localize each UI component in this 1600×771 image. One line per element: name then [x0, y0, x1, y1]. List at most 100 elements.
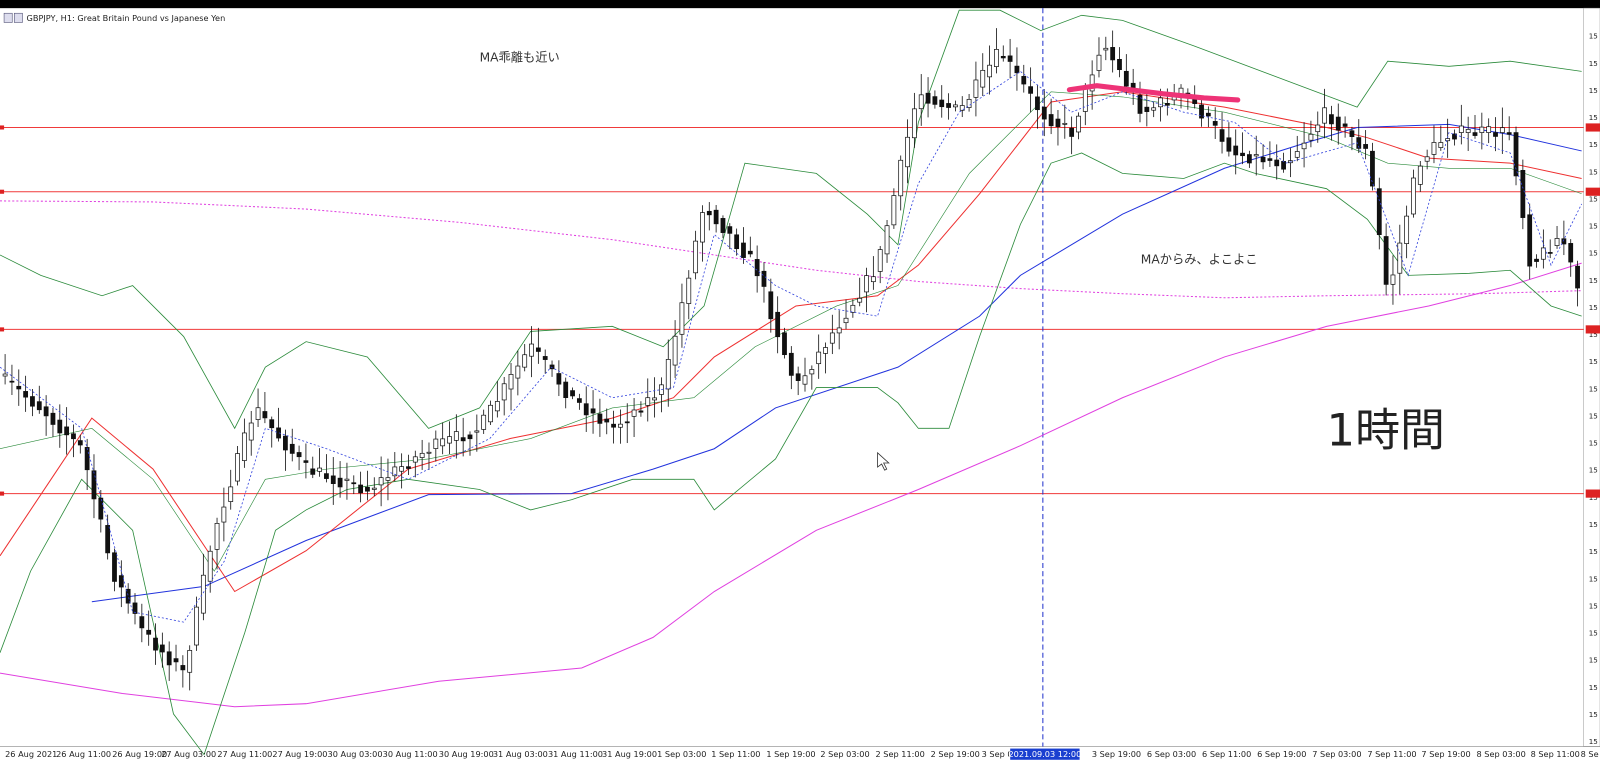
candle-body — [522, 354, 528, 368]
band-upper — [0, 9, 1582, 430]
candle-body — [1103, 47, 1109, 51]
time-label: 1 Sep 03:00 — [657, 749, 706, 759]
price-label: 15 — [1589, 629, 1598, 638]
candle-body — [1158, 97, 1163, 108]
candle-body — [529, 343, 534, 357]
candle-body — [706, 210, 712, 216]
candle-body — [652, 397, 657, 401]
candle-body — [351, 482, 357, 485]
candle-body — [221, 506, 227, 523]
band-lower — [0, 152, 1582, 756]
candle-body — [884, 225, 890, 255]
ma-long — [0, 262, 1582, 708]
candle-body — [2, 373, 8, 377]
candle-body — [200, 574, 206, 614]
candle-body — [898, 159, 904, 197]
candle-body — [276, 427, 281, 439]
candle-body — [228, 486, 234, 502]
level-marker — [0, 491, 5, 496]
candle-body — [262, 411, 268, 419]
candle-body — [1151, 107, 1157, 111]
candle-body — [802, 375, 808, 385]
candle-body — [843, 317, 849, 324]
candle-body — [645, 397, 651, 406]
candle-body — [255, 407, 261, 420]
price-label: 15 — [1589, 222, 1598, 231]
candle-body — [700, 212, 705, 243]
candle-body — [877, 249, 883, 272]
candle-body — [426, 451, 432, 454]
cursor-time-box — [1010, 748, 1080, 760]
candle-body — [953, 104, 958, 108]
candle-body — [166, 651, 172, 666]
handwritten-note: 1時間 — [1327, 403, 1445, 456]
time-label: 8 Se — [1581, 749, 1599, 759]
time-label: 30 Aug 03:00 — [328, 749, 383, 759]
candle-body — [1472, 132, 1478, 136]
candle-body — [1028, 86, 1034, 94]
candle-body — [1096, 54, 1102, 71]
price-label: 15 — [1589, 86, 1598, 95]
candle-body — [686, 277, 692, 304]
price-label: 15 — [1589, 683, 1598, 692]
level-marker — [0, 327, 5, 332]
candle-body — [187, 650, 193, 673]
candle-body — [576, 398, 582, 403]
candle-body — [9, 380, 15, 383]
candle-body — [289, 443, 295, 454]
candle-body — [672, 335, 678, 366]
candle-body — [994, 49, 999, 67]
candle-body — [1260, 156, 1266, 163]
candle-body — [1226, 137, 1232, 152]
candle-body — [481, 414, 487, 430]
candle-body — [1445, 138, 1451, 142]
candle-body — [50, 412, 56, 425]
candle-body — [795, 373, 801, 381]
candle-body — [84, 447, 90, 471]
time-label: 27 Aug 03:00 — [161, 749, 216, 759]
candle-body — [782, 332, 787, 356]
candle-body — [1322, 107, 1327, 124]
candle-body — [317, 467, 322, 472]
window-icon[interactable] — [13, 12, 23, 23]
candle-body — [570, 390, 575, 397]
candle-body — [679, 302, 685, 335]
candle-body — [1267, 158, 1273, 161]
candle-body — [508, 374, 514, 390]
candle-body — [1233, 145, 1239, 156]
candle-body — [303, 460, 309, 463]
time-label: 27 Aug 11:00 — [217, 749, 272, 759]
candle-body — [1062, 122, 1068, 125]
level-marker — [0, 189, 5, 194]
window-icon[interactable] — [3, 12, 13, 23]
candle-body — [775, 311, 781, 338]
candles — [2, 28, 1580, 691]
candle-body — [542, 356, 548, 360]
candle-body — [535, 347, 541, 352]
candle-body — [665, 359, 671, 390]
candle-body — [248, 422, 254, 441]
candle-body — [939, 99, 945, 108]
candle-body — [214, 523, 220, 550]
candle-body — [207, 550, 213, 582]
candle-body — [925, 92, 931, 104]
price-label: 15 — [1589, 520, 1598, 529]
candle-body — [1110, 47, 1116, 61]
candle-body — [741, 242, 746, 258]
candle-body — [105, 525, 111, 554]
candle-body — [727, 226, 733, 234]
cursor-time: 2021.09.03 12:00 — [1008, 749, 1081, 759]
candle-body — [153, 637, 158, 651]
candle-body — [16, 385, 22, 390]
candle-body — [987, 64, 992, 78]
candle-body — [1363, 144, 1369, 149]
candle-body — [1035, 96, 1040, 111]
candle-body — [1089, 74, 1095, 92]
candle-body — [870, 276, 876, 283]
time-label: 8 Sep 03:00 — [1477, 749, 1526, 759]
candle-body — [453, 431, 459, 441]
price-label: 15 — [1589, 113, 1598, 122]
candle-body — [146, 629, 152, 635]
candle-body — [406, 466, 411, 469]
time-label: 6 Sep 19:00 — [1257, 749, 1306, 759]
